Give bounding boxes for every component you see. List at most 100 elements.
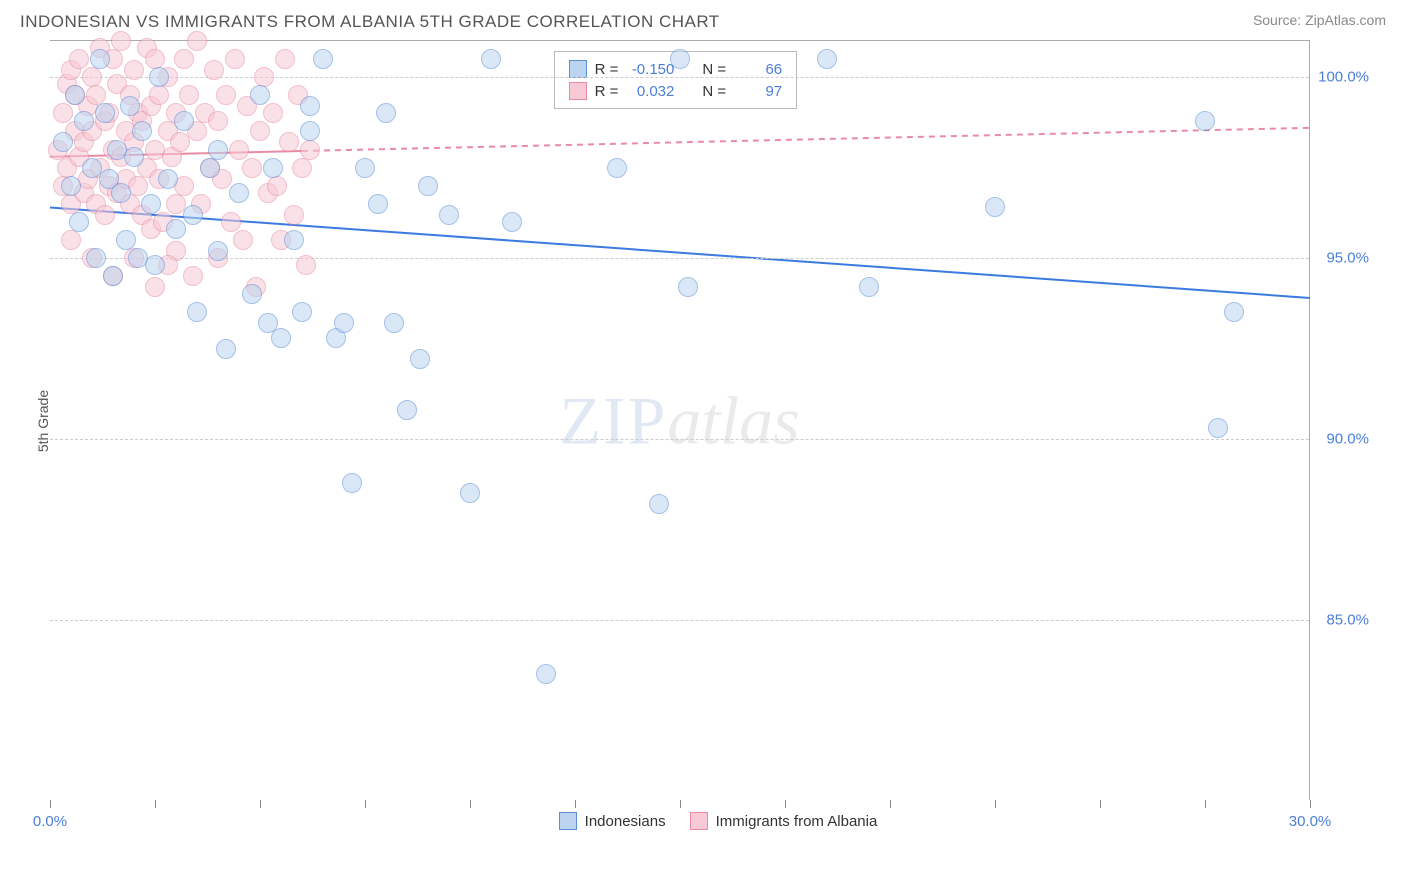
x-tick (1310, 800, 1311, 808)
data-point (678, 277, 698, 297)
data-point (267, 176, 287, 196)
data-point (69, 49, 89, 69)
data-point (103, 266, 123, 286)
data-point (279, 132, 299, 152)
data-point (208, 111, 228, 131)
data-point (141, 194, 161, 214)
data-point (132, 121, 152, 141)
x-tick (785, 800, 786, 808)
y-tick-label: 100.0% (1318, 69, 1369, 86)
data-point (397, 400, 417, 420)
data-point (74, 111, 94, 131)
data-point (216, 85, 236, 105)
data-point (82, 67, 102, 87)
data-point (263, 158, 283, 178)
legend-swatch (559, 812, 577, 830)
watermark-zip: ZIP (559, 382, 667, 458)
data-point (250, 121, 270, 141)
data-point (225, 49, 245, 69)
gridline (50, 620, 1309, 621)
data-point (174, 49, 194, 69)
data-point (376, 103, 396, 123)
legend-r-value: 0.032 (626, 83, 674, 100)
plot-area: 5th Grade ZIPatlas R =-0.150N =66R =0.03… (50, 40, 1310, 800)
data-point (166, 219, 186, 239)
data-point (86, 248, 106, 268)
legend-n-value: 66 (734, 61, 782, 78)
data-point (95, 205, 115, 225)
x-tick (680, 800, 681, 808)
data-point (242, 284, 262, 304)
data-point (254, 67, 274, 87)
data-point (1195, 111, 1215, 131)
data-point (204, 60, 224, 80)
data-point (439, 205, 459, 225)
data-point (86, 85, 106, 105)
data-point (355, 158, 375, 178)
data-point (174, 111, 194, 131)
data-point (300, 140, 320, 160)
data-point (149, 67, 169, 87)
legend-swatch (569, 60, 587, 78)
data-point (670, 49, 690, 69)
data-point (111, 183, 131, 203)
data-point (296, 255, 316, 275)
data-point (271, 328, 291, 348)
legend-r-value: -0.150 (626, 61, 674, 78)
data-point (481, 49, 501, 69)
data-point (536, 664, 556, 684)
data-point (53, 103, 73, 123)
data-point (859, 277, 879, 297)
data-point (145, 49, 165, 69)
data-point (368, 194, 388, 214)
data-point (183, 266, 203, 286)
data-point (149, 85, 169, 105)
watermark-atlas: atlas (667, 382, 799, 458)
data-point (183, 205, 203, 225)
data-point (242, 158, 262, 178)
data-point (208, 140, 228, 160)
data-point (145, 255, 165, 275)
data-point (1224, 302, 1244, 322)
data-point (418, 176, 438, 196)
data-point (61, 230, 81, 250)
legend-swatch (690, 812, 708, 830)
legend-r-label: R = (595, 83, 619, 100)
legend-r-label: R = (595, 61, 619, 78)
x-tick (890, 800, 891, 808)
data-point (124, 60, 144, 80)
data-point (111, 31, 131, 51)
data-point (233, 230, 253, 250)
data-point (69, 212, 89, 232)
data-point (250, 85, 270, 105)
data-point (229, 140, 249, 160)
data-point (179, 85, 199, 105)
series-legend-item: Indonesians (559, 810, 666, 832)
data-point (124, 147, 144, 167)
data-point (1208, 418, 1228, 438)
series-legend-label: Indonesians (585, 813, 666, 830)
chart-container: 5th Grade ZIPatlas R =-0.150N =66R =0.03… (50, 40, 1386, 800)
data-point (300, 96, 320, 116)
data-point (460, 483, 480, 503)
data-point (120, 96, 140, 116)
data-point (284, 205, 304, 225)
data-point (116, 230, 136, 250)
series-legend-label: Immigrants from Albania (716, 813, 878, 830)
legend-n-value: 97 (734, 83, 782, 100)
data-point (61, 176, 81, 196)
data-point (384, 313, 404, 333)
y-tick-label: 95.0% (1326, 250, 1369, 267)
x-tick (470, 800, 471, 808)
data-point (187, 31, 207, 51)
gridline (50, 258, 1309, 259)
data-point (158, 169, 178, 189)
data-point (200, 158, 220, 178)
data-point (502, 212, 522, 232)
legend-n-label: N = (702, 83, 726, 100)
data-point (95, 103, 115, 123)
data-point (208, 241, 228, 261)
legend-swatch (569, 82, 587, 100)
watermark: ZIPatlas (559, 381, 799, 460)
x-tick (575, 800, 576, 808)
